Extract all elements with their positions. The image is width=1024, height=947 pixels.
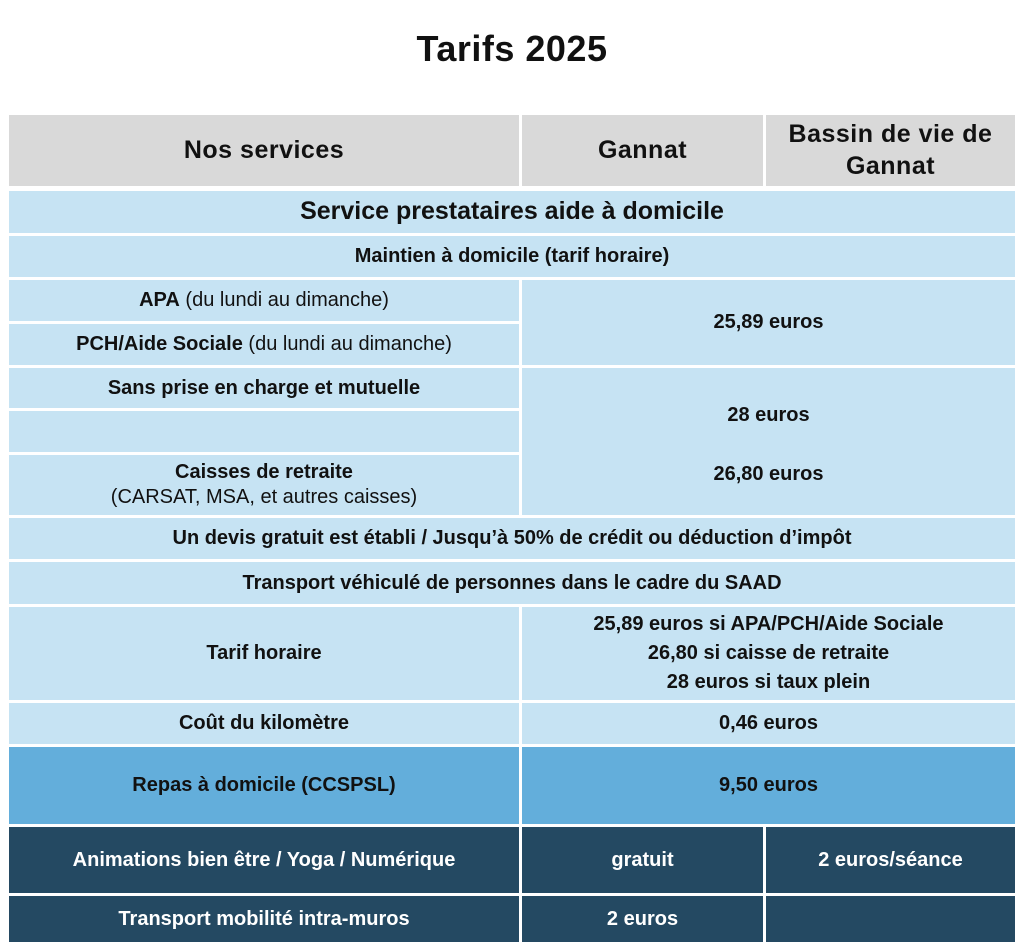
pch-label: PCH/Aide Sociale [76,333,243,355]
repas-label: Repas à domicile (CCSPSL) [9,747,519,824]
mobilite-gannat: 2 euros [522,896,763,942]
km-label: Coût du kilomètre [9,703,519,744]
transport-vehicule-row: Transport véhiculé de personnes dans le … [9,562,1015,604]
sans-prise-price-block [522,368,1015,515]
sans-prise-price: 28 euros [727,403,810,426]
animations-bassin: 2 euros/séance [766,827,1015,893]
devis-row: Un devis gratuit est établi / Jusqu’à 50… [9,518,1015,559]
tarif-horaire-values: 25,89 euros si APA/PCH/Aide Sociale 26,8… [522,607,1015,700]
caisses-note: (CARSAT, MSA, et autres caisses) [110,486,418,508]
km-price: 0,46 euros [522,703,1015,744]
mobilite-label: Transport mobilité intra-muros [9,896,519,942]
mobilite-bassin [766,896,1015,942]
header-services: Nos services [9,115,519,186]
tarif-horaire-line1: 25,89 euros si APA/PCH/Aide Sociale [593,613,944,635]
section-title: Service prestataires aide à domicile [9,191,1015,233]
sans-prise-label: Sans prise en charge et mutuelle [9,368,519,408]
caisses-row: Caisses de retraite (CARSAT, MSA, et aut… [9,455,519,515]
pch-row: PCH/Aide Sociale (du lundi au dimanche) [9,324,519,365]
animations-gannat: gratuit [522,827,763,893]
caisses-label: Caisses de retraite [175,461,353,483]
maintien-row: Maintien à domicile (tarif horaire) [9,236,1015,277]
empty-row [9,411,519,452]
header-gannat: Gannat [522,115,763,186]
tarif-horaire-line3: 28 euros si taux plein [666,671,871,693]
animations-label: Animations bien être / Yoga / Numérique [9,827,519,893]
page-title: Tarifs 2025 [416,28,608,69]
tarif-horaire-label: Tarif horaire [9,607,519,700]
tarif-horaire-line2: 26,80 si caisse de retraite [647,642,890,664]
repas-price: 9,50 euros [522,747,1015,824]
header-bassin: Bassin de vie de Gannat [766,115,1015,186]
apa-note: (du lundi au dimanche) [185,289,389,311]
apa-pch-price: 25,89 euros [522,280,1015,365]
pch-note: (du lundi au dimanche) [248,333,452,355]
apa-label: APA [139,289,180,311]
caisses-price: 26,80 euros [713,462,824,485]
apa-row: APA (du lundi au dimanche) [9,280,519,321]
